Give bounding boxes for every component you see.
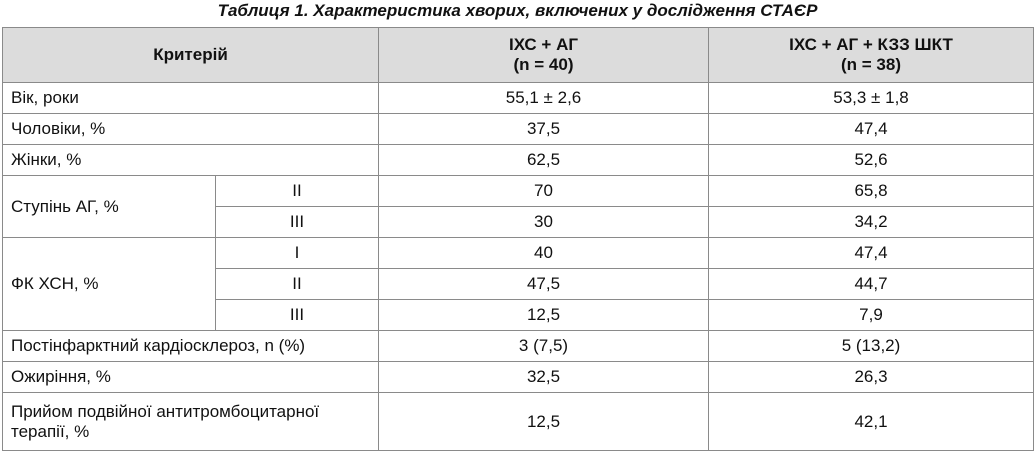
- row-label: Ожиріння, %: [2, 361, 379, 393]
- sub-label: I: [215, 237, 379, 269]
- table-row: Прийом подвійної антитромбоцитарної тера…: [2, 392, 1034, 451]
- header-cell: Критерій: [2, 27, 379, 83]
- data-table: Критерій ІХС + АГ (n = 40) ІХС + АГ + КЗЗ …: [2, 27, 1034, 451]
- row-label: ФК ХСН, %: [2, 237, 216, 331]
- value-cell: 7,9: [708, 299, 1034, 331]
- table-row: Постінфарктний кардіосклероз, n (%) 3 (7,…: [2, 330, 1034, 362]
- value-cell: 52,6: [708, 144, 1034, 176]
- value-cell: 12,5: [378, 299, 709, 331]
- table-row: III 30 34,2: [3, 206, 1034, 238]
- table-row: Ожиріння, % 32,5 26,3: [2, 361, 1034, 393]
- value-cell: 47,4: [708, 113, 1034, 145]
- header-cell: ІХС + АГ (n = 40): [378, 27, 709, 83]
- table-row: ФК ХСН, % I 40 47,4: [2, 237, 1034, 331]
- sub-label: III: [215, 299, 379, 331]
- value-cell: 5 (13,2): [708, 330, 1034, 362]
- value-cell: 26,3: [708, 361, 1034, 393]
- value-cell: 40: [378, 237, 709, 269]
- value-cell: 37,5: [378, 113, 709, 145]
- value-cell: 44,7: [708, 268, 1034, 300]
- sub-label: III: [215, 206, 379, 238]
- value-cell: 55,1 ± 2,6: [378, 82, 709, 114]
- header-row: Критерій ІХС + АГ (n = 40) ІХС + АГ + КЗЗ …: [2, 27, 1034, 83]
- value-cell: 12,5: [378, 392, 709, 451]
- value-cell: 47,5: [378, 268, 709, 300]
- row-label: Постінфарктний кардіосклероз, n (%): [2, 330, 379, 362]
- table-body: Вік, роки 55,1 ± 2,6 53,3 ± 1,8 Чоловіки, %…: [2, 82, 1034, 451]
- header-group-n: (n = 40): [513, 55, 574, 74]
- table-row: Чоловіки, % 37,5 47,4: [2, 113, 1034, 145]
- header-group-name: ІХС + АГ: [509, 35, 578, 54]
- table-row: Вік, роки 55,1 ± 2,6 53,3 ± 1,8: [2, 82, 1034, 114]
- header-group-n: (n = 38): [841, 55, 901, 74]
- value-cell: 62,5: [378, 144, 709, 176]
- value-cell: 30: [378, 206, 709, 238]
- sub-label: II: [215, 268, 379, 300]
- value-cell: 53,3 ± 1,8: [708, 82, 1034, 114]
- header-cell: ІХС + АГ + КЗЗ ШКТ (n = 38): [708, 27, 1034, 83]
- value-cell: 70: [378, 175, 709, 207]
- row-label: Ступінь АГ, %: [2, 175, 216, 238]
- header-group-name: ІХС + АГ + КЗЗ ШКТ: [789, 35, 953, 54]
- row-label: Вік, роки: [2, 82, 379, 114]
- table-row: Жінки, % 62,5 52,6: [2, 144, 1034, 176]
- row-label: Жінки, %: [2, 144, 379, 176]
- value-cell: 3 (7,5): [378, 330, 709, 362]
- table-row: Ступінь АГ, % II 70 65,8: [2, 175, 1034, 238]
- row-label: Чоловіки, %: [2, 113, 379, 145]
- sub-label: II: [215, 175, 379, 207]
- value-cell: 65,8: [708, 175, 1034, 207]
- row-label: Прийом подвійної антитромбоцитарної тера…: [2, 392, 379, 451]
- table-row: III 12,5 7,9: [3, 299, 1034, 331]
- value-cell: 34,2: [708, 206, 1034, 238]
- value-cell: 42,1: [708, 392, 1034, 451]
- table-title: Таблиця 1. Характеристика хворих, включе…: [217, 1, 818, 20]
- table-row: II 47,5 44,7: [3, 268, 1034, 300]
- value-cell: 32,5: [378, 361, 709, 393]
- value-cell: 47,4: [708, 237, 1034, 269]
